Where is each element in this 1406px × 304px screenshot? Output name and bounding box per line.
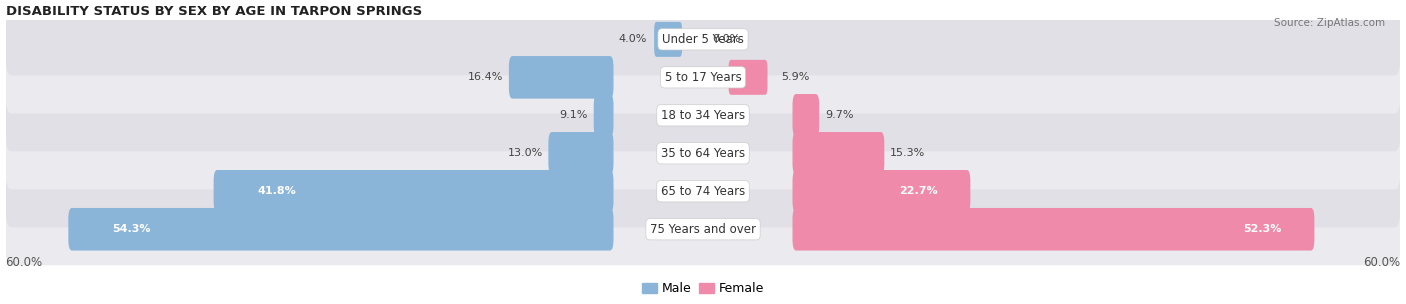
FancyBboxPatch shape [593,94,613,136]
Text: Under 5 Years: Under 5 Years [662,33,744,46]
Text: 60.0%: 60.0% [6,256,42,269]
Text: 16.4%: 16.4% [468,72,503,82]
FancyBboxPatch shape [793,170,970,212]
FancyBboxPatch shape [6,193,1400,265]
Text: 9.7%: 9.7% [825,110,853,120]
FancyBboxPatch shape [6,79,1400,151]
FancyBboxPatch shape [548,132,613,174]
Text: 52.3%: 52.3% [1243,224,1282,234]
Text: 22.7%: 22.7% [900,186,938,196]
FancyBboxPatch shape [6,155,1400,227]
FancyBboxPatch shape [69,208,613,250]
Legend: Male, Female: Male, Female [637,278,769,300]
Text: DISABILITY STATUS BY SEX BY AGE IN TARPON SPRINGS: DISABILITY STATUS BY SEX BY AGE IN TARPO… [6,5,422,19]
FancyBboxPatch shape [728,60,768,95]
FancyBboxPatch shape [793,94,820,136]
Text: 15.3%: 15.3% [890,148,925,158]
Text: 18 to 34 Years: 18 to 34 Years [661,109,745,122]
Text: 9.1%: 9.1% [560,110,588,120]
FancyBboxPatch shape [6,3,1400,75]
FancyBboxPatch shape [654,22,682,57]
Text: Source: ZipAtlas.com: Source: ZipAtlas.com [1274,18,1385,28]
Text: 5 to 17 Years: 5 to 17 Years [665,71,741,84]
Text: 75 Years and over: 75 Years and over [650,223,756,236]
Text: 60.0%: 60.0% [1364,256,1400,269]
Text: 5.9%: 5.9% [780,72,810,82]
FancyBboxPatch shape [6,41,1400,113]
Text: 35 to 64 Years: 35 to 64 Years [661,147,745,160]
FancyBboxPatch shape [793,208,1315,250]
Text: 4.0%: 4.0% [619,34,647,44]
FancyBboxPatch shape [793,132,884,174]
Text: 41.8%: 41.8% [257,186,297,196]
Text: 54.3%: 54.3% [112,224,150,234]
Text: 13.0%: 13.0% [508,148,543,158]
Text: 65 to 74 Years: 65 to 74 Years [661,185,745,198]
FancyBboxPatch shape [214,170,613,212]
FancyBboxPatch shape [6,117,1400,189]
Text: 0.0%: 0.0% [713,34,741,44]
FancyBboxPatch shape [509,56,613,98]
